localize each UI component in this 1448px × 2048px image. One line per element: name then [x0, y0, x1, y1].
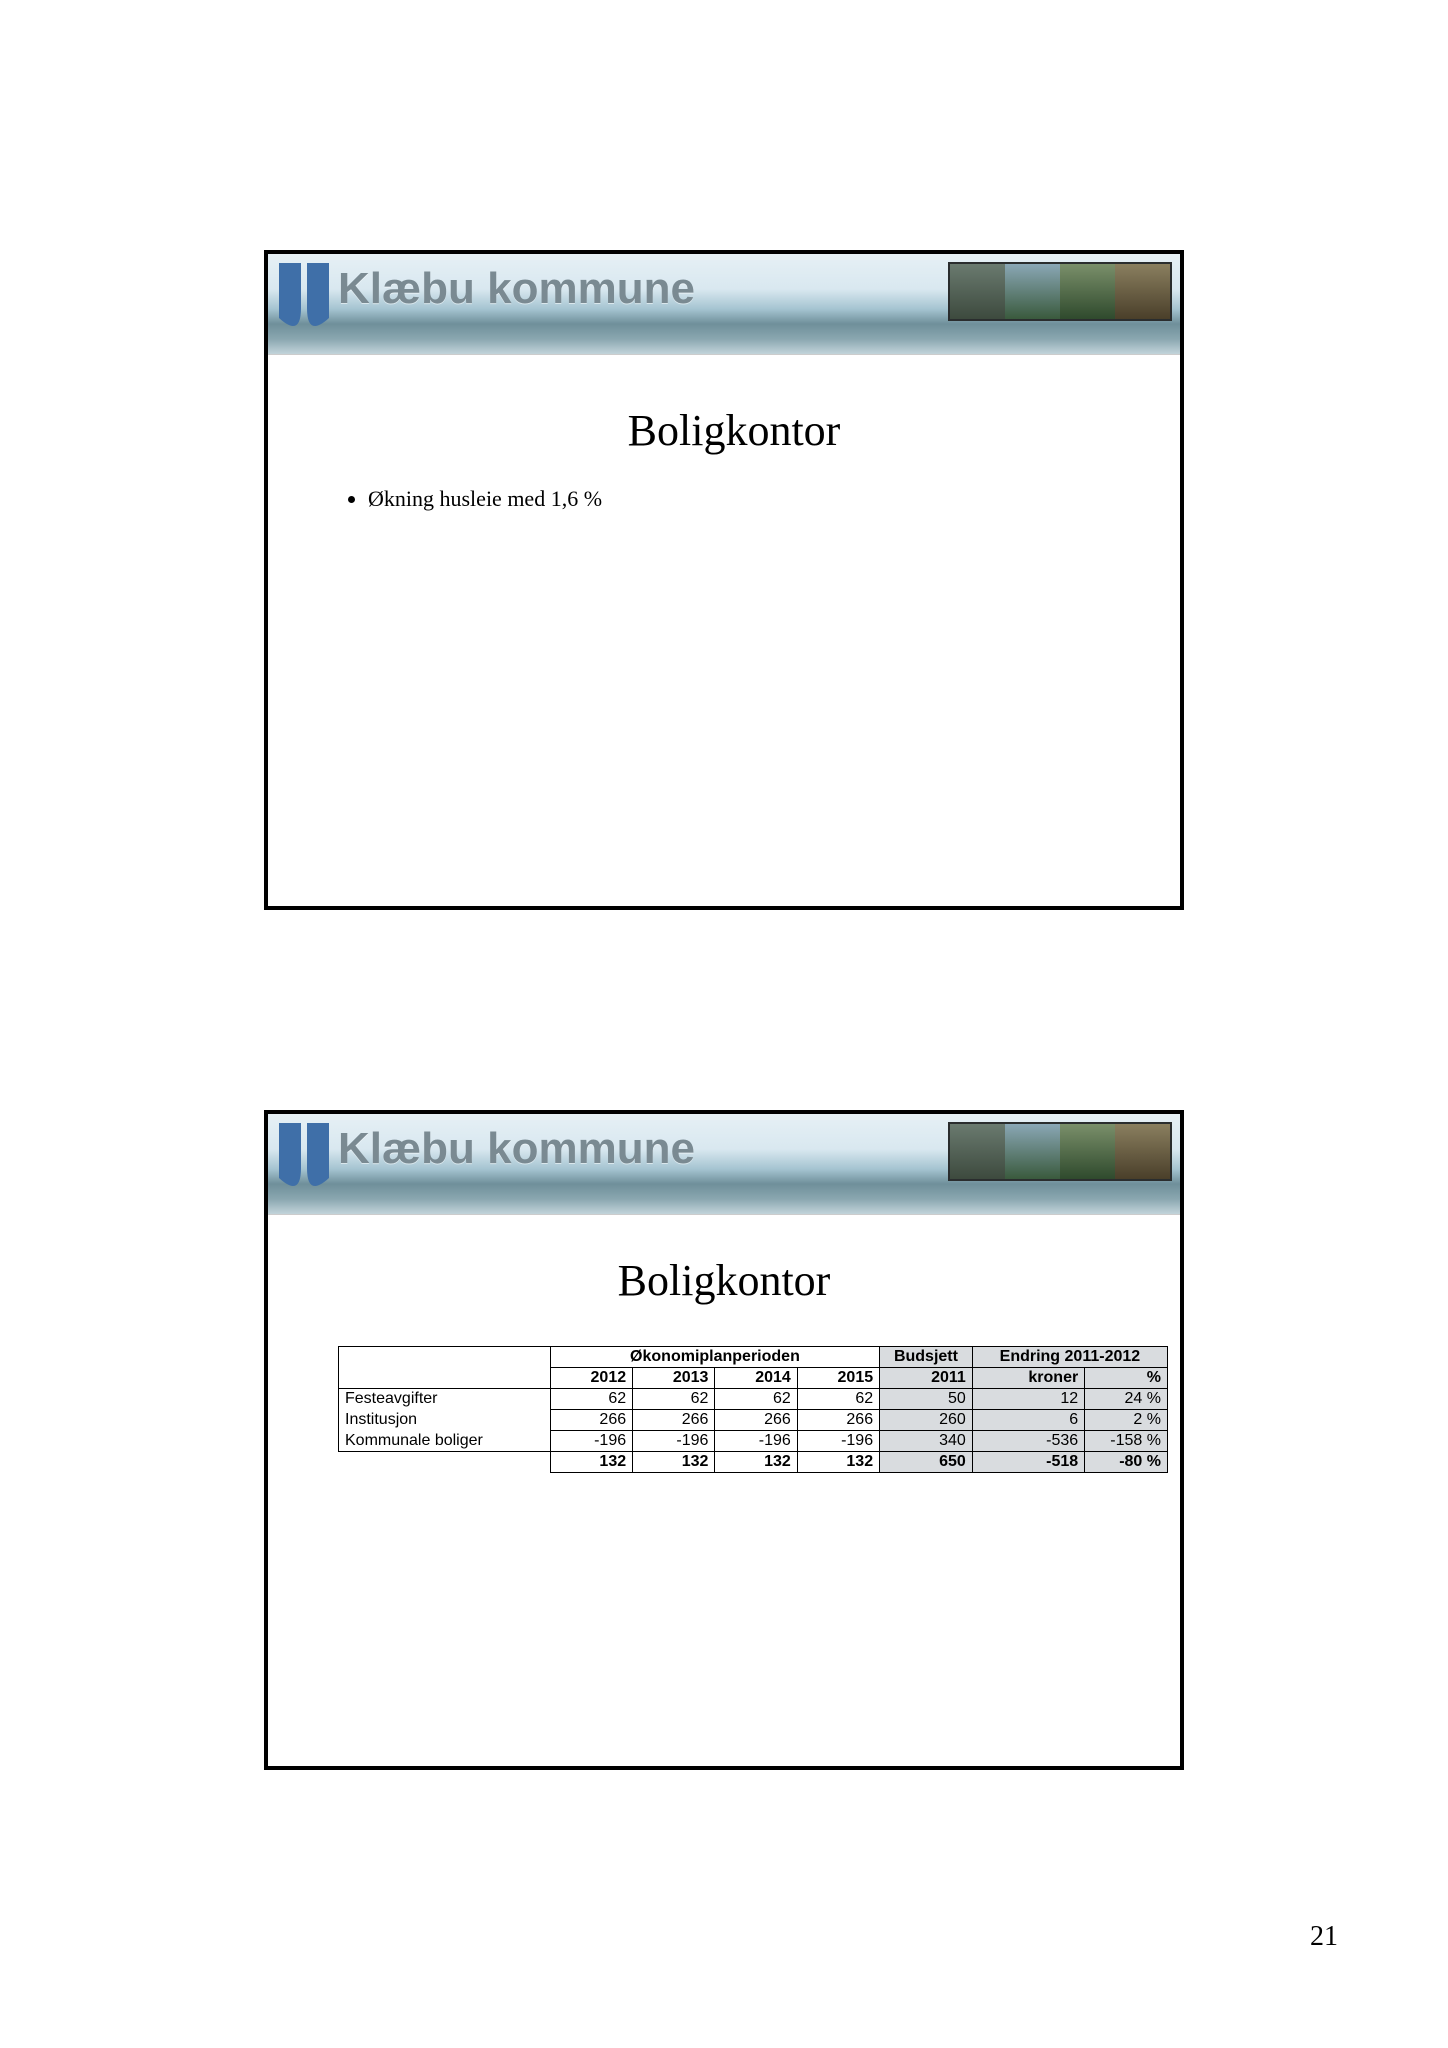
col-2013: 2013	[633, 1368, 715, 1389]
cell: -196	[633, 1431, 715, 1452]
total-cell: 132	[633, 1452, 715, 1473]
header-thumb-icon	[1115, 1124, 1170, 1179]
row-label: Festeavgifter	[339, 1389, 551, 1410]
total-cell: 132	[715, 1452, 797, 1473]
cell: -196	[550, 1431, 632, 1452]
cell: -158 %	[1085, 1431, 1168, 1452]
row-label: Institusjon	[339, 1410, 551, 1431]
header-thumb-icon	[1060, 264, 1115, 319]
cell: 62	[550, 1389, 632, 1410]
slide-header: Klæbu kommune	[268, 1114, 1180, 1215]
header-thumb-icon	[1005, 1124, 1060, 1179]
slide-2: Klæbu kommune Boligkontor Økonomiplanper…	[264, 1110, 1184, 1770]
cell: 266	[550, 1410, 632, 1431]
total-cell: -80 %	[1085, 1452, 1168, 1473]
cell: -196	[797, 1431, 879, 1452]
totals-row: 132 132 132 132 650 -518 -80 %	[339, 1452, 1168, 1473]
cell: 12	[972, 1389, 1084, 1410]
col-2012: 2012	[550, 1368, 632, 1389]
slide-header: Klæbu kommune	[268, 254, 1180, 355]
col-group-endring: Endring 2011-2012	[972, 1347, 1167, 1368]
cell: 266	[797, 1410, 879, 1431]
table-container: Økonomiplanperioden Budsjett Endring 201…	[298, 1336, 1150, 1473]
slide-title: Boligkontor	[298, 1255, 1150, 1306]
slide-title: Boligkontor	[328, 405, 1140, 456]
cell: 340	[880, 1431, 973, 1452]
year-header-row: 2012 2013 2014 2015 2011 kroner %	[339, 1368, 1168, 1389]
economy-table: Økonomiplanperioden Budsjett Endring 201…	[338, 1346, 1168, 1473]
col-group-budsjett: Budsjett	[880, 1347, 973, 1368]
table-row: Kommunale boliger -196 -196 -196 -196 34…	[339, 1431, 1168, 1452]
table-row: Institusjon 266 266 266 266 260 6 2 %	[339, 1410, 1168, 1431]
cell: 266	[633, 1410, 715, 1431]
slide-1: Klæbu kommune Boligkontor Økning husleie…	[264, 250, 1184, 910]
group-header-row: Økonomiplanperioden Budsjett Endring 201…	[339, 1347, 1168, 1368]
col-percent: %	[1085, 1368, 1168, 1389]
slide-body: Boligkontor Økonomiplanperioden Budsjett…	[268, 1215, 1180, 1493]
cell: -196	[715, 1431, 797, 1452]
cell: 62	[633, 1389, 715, 1410]
slide-body: Boligkontor Økning husleie med 1,6 %	[268, 355, 1180, 552]
total-cell: 650	[880, 1452, 973, 1473]
total-cell: 132	[550, 1452, 632, 1473]
cell: 24 %	[1085, 1389, 1168, 1410]
header-thumb-icon	[1060, 1124, 1115, 1179]
cell: 260	[880, 1410, 973, 1431]
table-row: Festeavgifter 62 62 62 62 50 12 24 %	[339, 1389, 1168, 1410]
cell: 50	[880, 1389, 973, 1410]
cell: 2 %	[1085, 1410, 1168, 1431]
municipality-logo-icon	[274, 258, 334, 353]
bullet-list: Økning husleie med 1,6 %	[368, 486, 1140, 512]
header-thumb-icon	[950, 264, 1005, 319]
municipality-logo-icon	[274, 1118, 334, 1213]
header-thumb-icon	[950, 1124, 1005, 1179]
cell: -536	[972, 1431, 1084, 1452]
row-label: Kommunale boliger	[339, 1431, 551, 1452]
header-thumb-icon	[1005, 264, 1060, 319]
org-name: Klæbu kommune	[338, 264, 695, 314]
bullet-item: Økning husleie med 1,6 %	[368, 486, 1140, 512]
col-2011: 2011	[880, 1368, 973, 1389]
col-kroner: kroner	[972, 1368, 1084, 1389]
total-cell: -518	[972, 1452, 1084, 1473]
col-group-okonomi: Økonomiplanperioden	[550, 1347, 879, 1368]
col-2014: 2014	[715, 1368, 797, 1389]
org-name: Klæbu kommune	[338, 1124, 695, 1174]
header-photo-strip	[948, 262, 1172, 321]
cell: 62	[715, 1389, 797, 1410]
cell: 62	[797, 1389, 879, 1410]
header-photo-strip	[948, 1122, 1172, 1181]
header-thumb-icon	[1115, 264, 1170, 319]
document-page: Klæbu kommune Boligkontor Økning husleie…	[0, 0, 1448, 2048]
col-2015: 2015	[797, 1368, 879, 1389]
page-number: 21	[1310, 1921, 1338, 1953]
cell: 6	[972, 1410, 1084, 1431]
total-cell: 132	[797, 1452, 879, 1473]
cell: 266	[715, 1410, 797, 1431]
